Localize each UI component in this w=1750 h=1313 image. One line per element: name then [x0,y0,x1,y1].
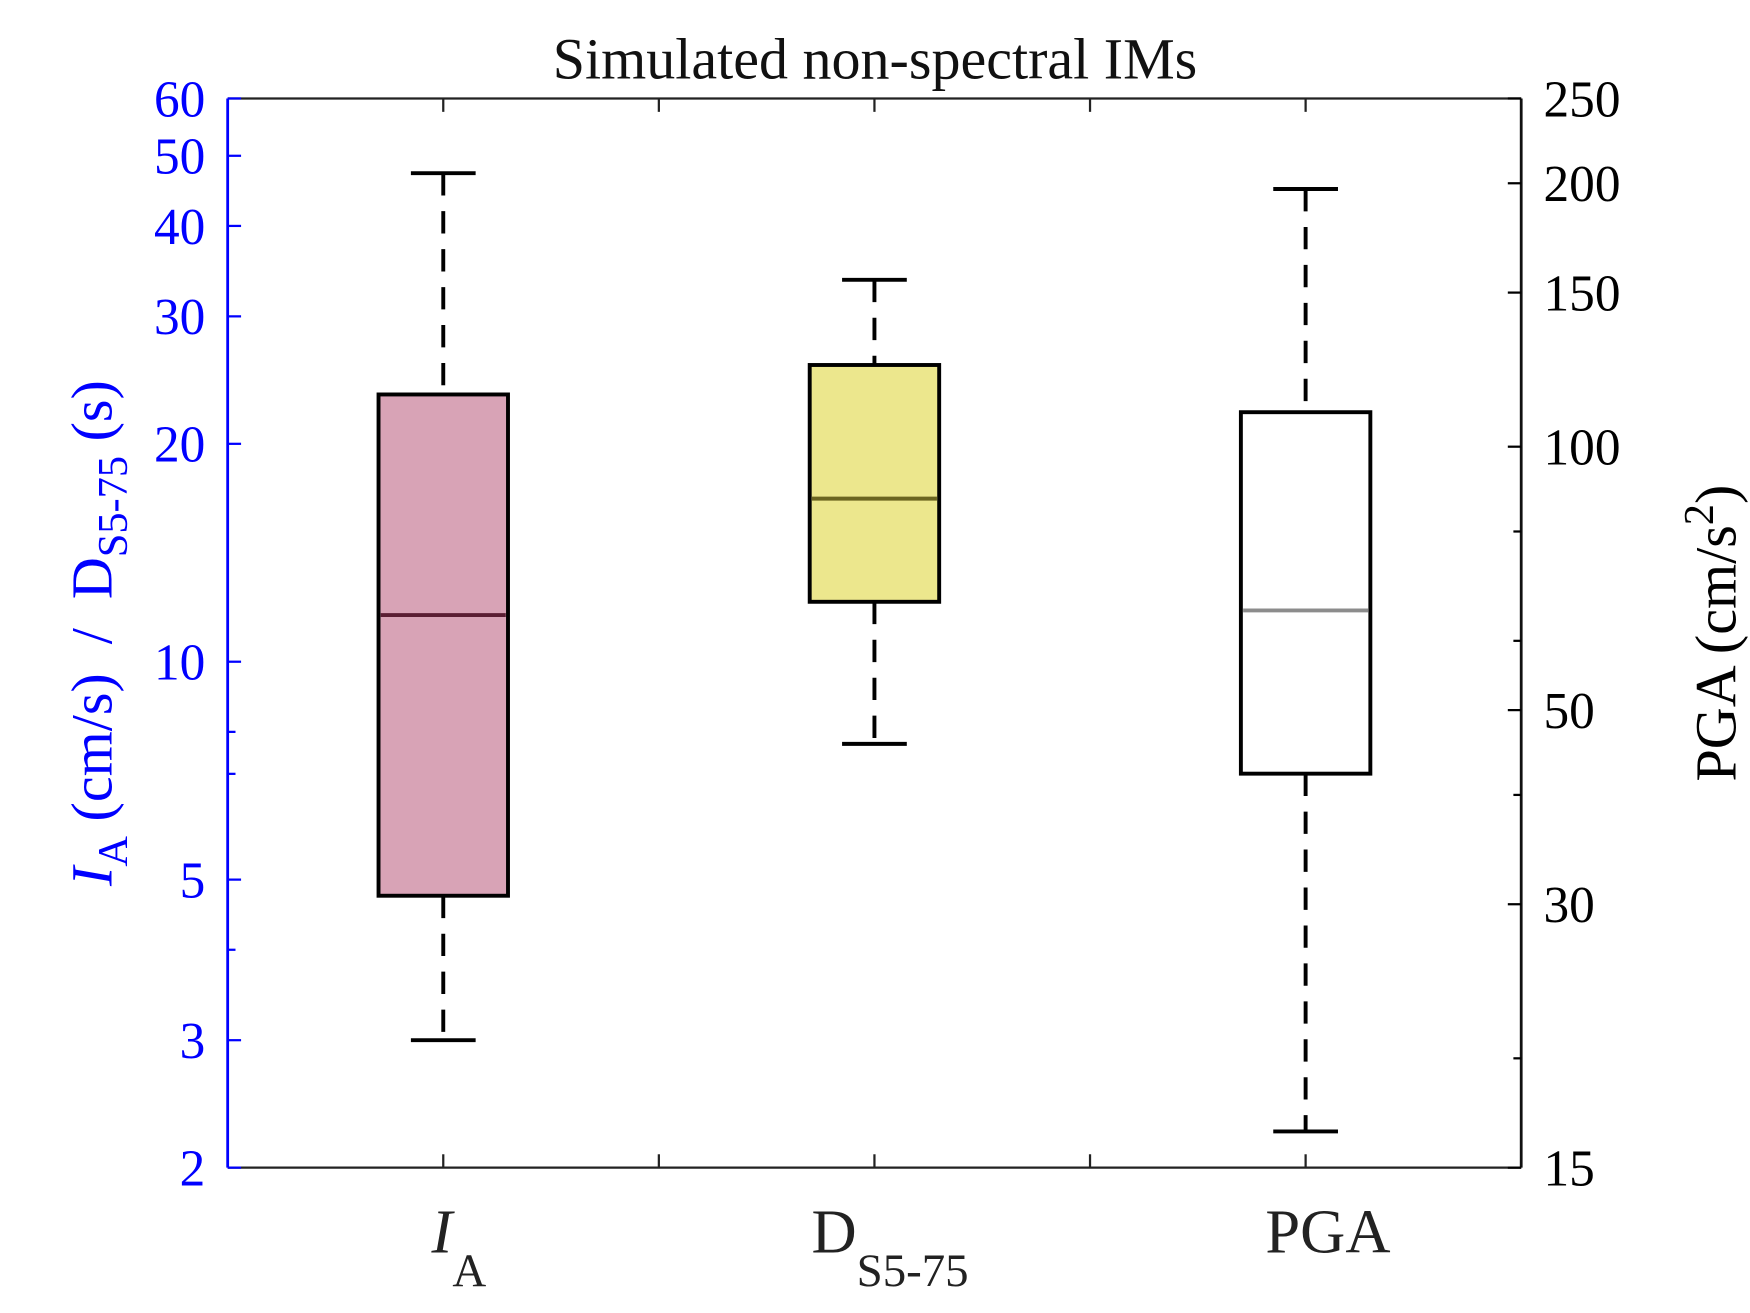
left-y-tick-label: 2 [180,1141,206,1198]
left-y-tick-label: 5 [180,852,206,909]
left-y-tick-label: 20 [154,417,205,474]
left-axis-label-mid: (cm/s) / D [60,557,125,836]
right-axis-label-end: ) [1683,485,1748,504]
x-tick-label-main: PGA [1265,1196,1390,1266]
right-y-tick-label: 100 [1544,420,1621,477]
left-axis-label-end: (s) [60,380,125,456]
left-y-tick-label: 10 [154,635,205,692]
left-axis-label-ia: I [60,864,125,887]
right-y-tick-label: 150 [1544,265,1621,322]
right-y-tick-label: 50 [1544,683,1595,740]
x-tick-label: PGA [1265,1196,1390,1266]
iqr-box [807,363,942,604]
x-tick-label-sub: A [452,1245,486,1297]
left-y-tick-label: 3 [180,1013,206,1070]
right-y-tick-label: 30 [1544,877,1595,934]
iqr-box [1238,410,1373,776]
right-y-tick-label: 15 [1544,1141,1595,1198]
left-axis-label-ia-sub: A [90,836,137,867]
left-y-tick-label: 40 [154,199,205,256]
box-3 [1238,187,1373,1134]
right-y-tick-label: 200 [1544,156,1621,213]
left-axis-label: IA (cm/s) / DS5-75 (s) [60,380,138,887]
left-y-tick-label: 60 [154,71,205,128]
chart-title: Simulated non-spectral IMs [553,26,1198,91]
right-axis-label-main: PGA (cm/s [1683,525,1748,781]
left-axis-label-d-sub: S5-75 [90,456,137,557]
x-tick-label-main: D [812,1196,857,1266]
x-tick-label-sub: S5-75 [857,1245,969,1297]
box-1 [376,171,510,1043]
left-y-tick-label: 50 [154,129,205,186]
right-axis-label-sup: 2 [1676,504,1723,525]
left-y-tick-label: 30 [154,289,205,346]
iqr-box [376,392,510,898]
right-axis-label: PGA (cm/s2) [1676,485,1748,782]
x-tick-label: IA [431,1196,487,1296]
x-tick-label: DS5-75 [812,1196,969,1296]
box-2 [807,277,942,746]
x-tick-label-main: I [431,1196,456,1266]
right-y-tick-label: 250 [1544,71,1621,128]
